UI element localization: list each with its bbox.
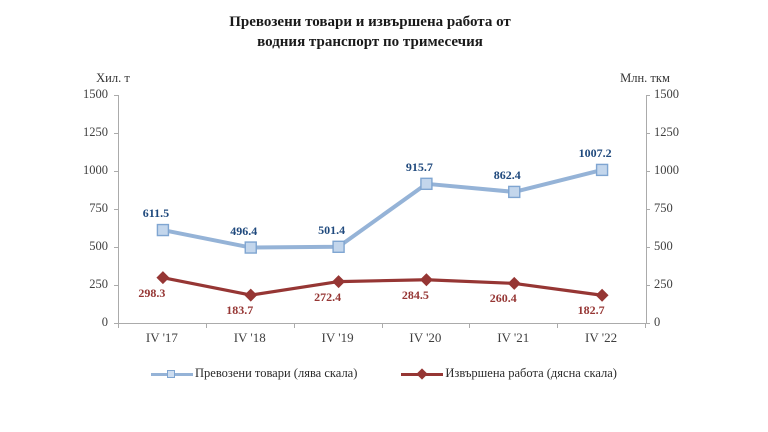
y-tick-mark	[114, 209, 118, 210]
left-axis-unit-label: Хил. т	[96, 71, 130, 85]
data-point-label: 182.7	[577, 303, 605, 318]
x-tick-mark	[469, 323, 471, 328]
data-point-marker	[156, 223, 170, 237]
y-tick-mark	[646, 247, 650, 248]
right-axis-unit-label: Млн. ткм	[620, 71, 670, 85]
x-tick-mark	[205, 323, 207, 328]
data-point-label: 496.4	[230, 223, 258, 238]
y-tick-label: 1250	[83, 125, 108, 139]
y-tick-mark	[114, 95, 118, 96]
y-tick-label: 1000	[654, 163, 679, 177]
y-tick-mark	[646, 323, 650, 324]
y-tick-mark	[646, 133, 650, 134]
data-point-label: 272.4	[314, 289, 342, 304]
plot-area	[118, 95, 647, 324]
data-point-label: 611.5	[142, 206, 170, 221]
legend-line-diamond-marker-icon	[401, 367, 444, 380]
x-tick-mark	[381, 323, 383, 328]
data-point-label: 284.5	[401, 287, 429, 302]
y-tick-mark	[114, 323, 118, 324]
y-tick-label: 250	[654, 277, 673, 291]
data-point-label: 915.7	[405, 159, 433, 174]
x-axis-label: IV '21	[497, 330, 530, 345]
data-point-marker	[332, 240, 345, 253]
y-tick-mark	[646, 95, 650, 96]
data-point-label: 501.4	[318, 222, 346, 237]
y-tick-label: 1000	[83, 163, 108, 177]
y-tick-mark	[646, 209, 650, 210]
legend-label-work-performed: Извършена работа (дясна скала)	[445, 366, 617, 380]
legend-line-square-marker-icon	[151, 368, 194, 380]
legend-label-transported-goods: Превозени товари (лява скала)	[195, 366, 358, 380]
data-point-label: 260.4	[489, 291, 517, 306]
legend-item-transported-goods: Превозени товари (лява скала)	[151, 366, 357, 381]
x-tick-mark	[293, 323, 295, 328]
x-axis-label: IV '20	[409, 330, 442, 345]
y-tick-label: 750	[89, 201, 108, 215]
y-tick-mark	[114, 171, 118, 172]
x-tick-mark	[645, 323, 646, 328]
y-tick-label: 500	[654, 239, 673, 253]
chart-title-line-1: Превозени товари и извършена работа от	[229, 14, 511, 30]
y-tick-label: 250	[89, 277, 108, 291]
y-tick-label: 750	[654, 201, 673, 215]
data-point-marker	[507, 276, 521, 290]
data-point-marker	[595, 163, 609, 177]
x-axis-label: IV '18	[233, 330, 266, 345]
data-point-marker	[420, 177, 433, 191]
data-point-marker	[419, 273, 433, 287]
data-point-label: 183.7	[226, 303, 254, 318]
data-point-label: 1007.2	[578, 145, 612, 160]
legend-item-work-performed: Извършена работа (дясна скала)	[401, 366, 617, 381]
data-point-marker	[508, 185, 521, 199]
y-tick-label: 1500	[83, 87, 108, 101]
y-tick-mark	[114, 133, 118, 134]
x-axis-label: IV '22	[585, 330, 618, 345]
chart-title-line-2: водния транспорт по тримесечия	[257, 34, 483, 50]
series-line	[162, 276, 603, 297]
chart-title: Превозени товари и извършена работа от в…	[0, 12, 740, 52]
data-point-marker	[595, 288, 609, 302]
y-tick-mark	[646, 285, 650, 286]
y-tick-label: 0	[654, 315, 661, 329]
y-tick-label: 1500	[654, 87, 679, 101]
x-axis-label: IV '17	[145, 330, 178, 345]
y-tick-mark	[114, 285, 118, 286]
data-point-label: 862.4	[493, 167, 521, 182]
data-point-marker	[244, 288, 258, 302]
data-point-marker	[156, 271, 170, 285]
y-tick-label: 1250	[654, 125, 679, 139]
x-axis-label: IV '19	[321, 330, 354, 345]
series-line	[162, 167, 603, 250]
y-tick-label: 500	[89, 239, 108, 253]
x-tick-mark	[557, 323, 559, 328]
y-tick-mark	[114, 247, 118, 248]
y-tick-mark	[646, 171, 650, 172]
data-point-marker	[332, 275, 346, 289]
y-tick-label: 0	[101, 315, 108, 329]
series-plot-svg	[156, 163, 609, 302]
legend: Превозени товари (лява скала) Извършена …	[0, 366, 768, 381]
data-point-label: 298.3	[138, 285, 166, 300]
x-tick-mark	[118, 323, 119, 328]
data-point-marker	[244, 241, 257, 254]
